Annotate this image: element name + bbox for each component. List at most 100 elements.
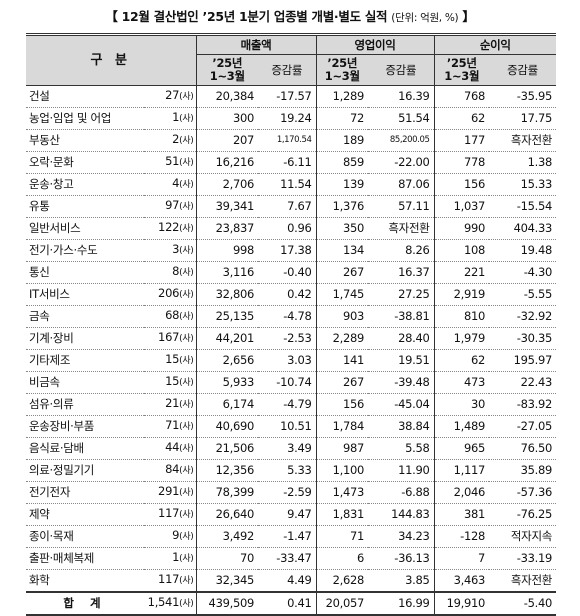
table-row: 금속 68(사) 25,135 -4.78 903 -38.81 810 -32.92 bbox=[26, 305, 557, 328]
industry-cell: 유통 bbox=[26, 195, 144, 218]
header-gubun: 구 분 bbox=[26, 34, 197, 86]
operating-profit-cell: 987 bbox=[316, 437, 369, 460]
industry-cell: 기타제조 bbox=[26, 349, 144, 372]
sales-change-cell: -2.59 bbox=[258, 481, 317, 504]
sales-change-cell: 5.33 bbox=[258, 459, 317, 482]
operating-profit-change-cell: 87.06 bbox=[368, 173, 435, 196]
company-count-cell: 97(사) bbox=[144, 195, 197, 218]
operating-profit-cell: 859 bbox=[316, 151, 369, 174]
table-row: 종이·목재 9(사) 3,492 -1.47 71 34.23 -128 적자지속 bbox=[26, 525, 557, 548]
sales-cell: 78,399 bbox=[196, 481, 259, 504]
sales-cell: 3,116 bbox=[196, 261, 259, 284]
operating-profit-cell: 1,831 bbox=[316, 503, 369, 526]
sales-cell: 12,356 bbox=[196, 459, 259, 482]
sales-cell: 998 bbox=[196, 239, 259, 262]
header-net-change: 증감률 bbox=[489, 54, 557, 86]
net-income-cell: 30 bbox=[434, 393, 490, 416]
company-count-cell: 51(사) bbox=[144, 151, 197, 174]
operating-profit-change-cell: 3.85 bbox=[368, 569, 435, 593]
operating-profit-cell: 1,376 bbox=[316, 195, 369, 218]
net-income-change-cell: 17.75 bbox=[489, 107, 557, 130]
net-income-change-cell: -15.54 bbox=[489, 195, 557, 218]
operating-profit-change-cell: -36.13 bbox=[368, 547, 435, 570]
sales-change-cell: -2.53 bbox=[258, 327, 317, 350]
net-income-change-cell: -35.95 bbox=[489, 85, 557, 108]
sales-cell: 3,492 bbox=[196, 525, 259, 548]
net-income-cell: -128 bbox=[434, 525, 490, 548]
sales-cell: 300 bbox=[196, 107, 259, 130]
sales-change-cell: 0.42 bbox=[258, 283, 317, 306]
net-income-change-cell: -32.92 bbox=[489, 305, 557, 328]
title-unit: (단위: 억원, %) bbox=[391, 12, 459, 24]
industry-cell: 제약 bbox=[26, 503, 144, 526]
net-income-change-cell: -30.35 bbox=[489, 327, 557, 350]
industry-cell: 합 계 bbox=[26, 591, 144, 616]
net-income-cell: 108 bbox=[434, 239, 490, 262]
operating-profit-change-cell: 16.37 bbox=[368, 261, 435, 284]
sales-change-cell: 9.47 bbox=[258, 503, 317, 526]
net-income-cell: 1,037 bbox=[434, 195, 490, 218]
operating-profit-cell: 20,057 bbox=[316, 591, 369, 616]
company-count-cell: 2(사) bbox=[144, 129, 197, 152]
net-income-cell: 381 bbox=[434, 503, 490, 526]
net-income-cell: 62 bbox=[434, 349, 490, 372]
operating-profit-change-cell: 5.58 bbox=[368, 437, 435, 460]
header-net-period: ’25년 1~3월 bbox=[433, 54, 490, 86]
industry-cell: IT서비스 bbox=[26, 283, 144, 306]
company-count-cell: 84(사) bbox=[144, 459, 197, 482]
net-income-cell: 62 bbox=[434, 107, 490, 130]
company-count-cell: 44(사) bbox=[144, 437, 197, 460]
operating-profit-cell: 267 bbox=[316, 261, 369, 284]
header-sales-change: 증감률 bbox=[258, 54, 317, 86]
sales-cell: 16,216 bbox=[196, 151, 259, 174]
sales-cell: 439,509 bbox=[196, 591, 259, 616]
net-income-change-cell: 22.43 bbox=[489, 371, 557, 394]
net-income-change-cell: 흑자전환 bbox=[489, 129, 557, 152]
sales-change-cell: 17.38 bbox=[258, 239, 317, 262]
company-count-cell: 291(사) bbox=[144, 481, 197, 504]
operating-profit-cell: 267 bbox=[316, 371, 369, 394]
net-income-change-cell: 404.33 bbox=[489, 217, 557, 240]
operating-profit-change-cell: 19.51 bbox=[368, 349, 435, 372]
net-income-change-cell: -33.19 bbox=[489, 547, 557, 570]
sales-change-cell: 19.24 bbox=[258, 107, 317, 130]
table-row: 출판·매체복제 1(사) 70 -33.47 6 -36.13 7 -33.19 bbox=[26, 547, 557, 570]
net-income-change-cell: 19.48 bbox=[489, 239, 557, 262]
operating-profit-change-cell: 85,200.05 bbox=[368, 129, 435, 152]
sales-cell: 32,806 bbox=[196, 283, 259, 306]
sales-cell: 25,135 bbox=[196, 305, 259, 328]
net-income-cell: 778 bbox=[434, 151, 490, 174]
industry-cell: 종이·목재 bbox=[26, 525, 144, 548]
operating-profit-cell: 1,473 bbox=[316, 481, 369, 504]
net-income-cell: 1,117 bbox=[434, 459, 490, 482]
table-row: 오락·문화 51(사) 16,216 -6.11 859 -22.00 778 1.38 bbox=[26, 151, 557, 174]
sales-change-cell: -1.47 bbox=[258, 525, 317, 548]
operating-profit-cell: 2,628 bbox=[316, 569, 369, 593]
net-income-cell: 7 bbox=[434, 547, 490, 570]
operating-profit-change-cell: -38.81 bbox=[368, 305, 435, 328]
operating-profit-change-cell: 16.39 bbox=[368, 85, 435, 108]
operating-profit-cell: 1,100 bbox=[316, 459, 369, 482]
net-income-cell: 3,463 bbox=[434, 569, 490, 593]
industry-cell: 전기·가스·수도 bbox=[26, 239, 144, 262]
header-op-period: ’25년 1~3월 bbox=[315, 54, 369, 86]
net-income-change-cell: -76.25 bbox=[489, 503, 557, 526]
company-count-cell: 117(사) bbox=[144, 569, 197, 593]
industry-cell: 화학 bbox=[26, 569, 144, 593]
sales-change-cell: 7.67 bbox=[258, 195, 317, 218]
net-income-cell: 473 bbox=[434, 371, 490, 394]
sales-cell: 5,933 bbox=[196, 371, 259, 394]
table-row: 전기·가스·수도 3(사) 998 17.38 134 8.26 108 19.48 bbox=[26, 239, 557, 262]
sales-change-cell: -33.47 bbox=[258, 547, 317, 570]
total-row: 합 계 1,541(사) 439,509 0.41 20,057 16.99 19,910-… bbox=[26, 591, 557, 616]
sales-cell: 39,341 bbox=[196, 195, 259, 218]
net-income-change-cell: 15.33 bbox=[489, 173, 557, 196]
company-count-cell: 1(사) bbox=[144, 547, 197, 570]
operating-profit-cell: 156 bbox=[316, 393, 369, 416]
earnings-table: 구 분 매출액 영업이익 순이익 ’25년 1~3월 증감률 ’25년 1~3월 증… bbox=[26, 33, 557, 616]
industry-cell: 운송장비·부품 bbox=[26, 415, 144, 438]
company-count-cell: 15(사) bbox=[144, 371, 197, 394]
company-count-cell: 4(사) bbox=[144, 173, 197, 196]
net-income-cell: 2,046 bbox=[434, 481, 490, 504]
industry-cell: 비금속 bbox=[26, 371, 144, 394]
